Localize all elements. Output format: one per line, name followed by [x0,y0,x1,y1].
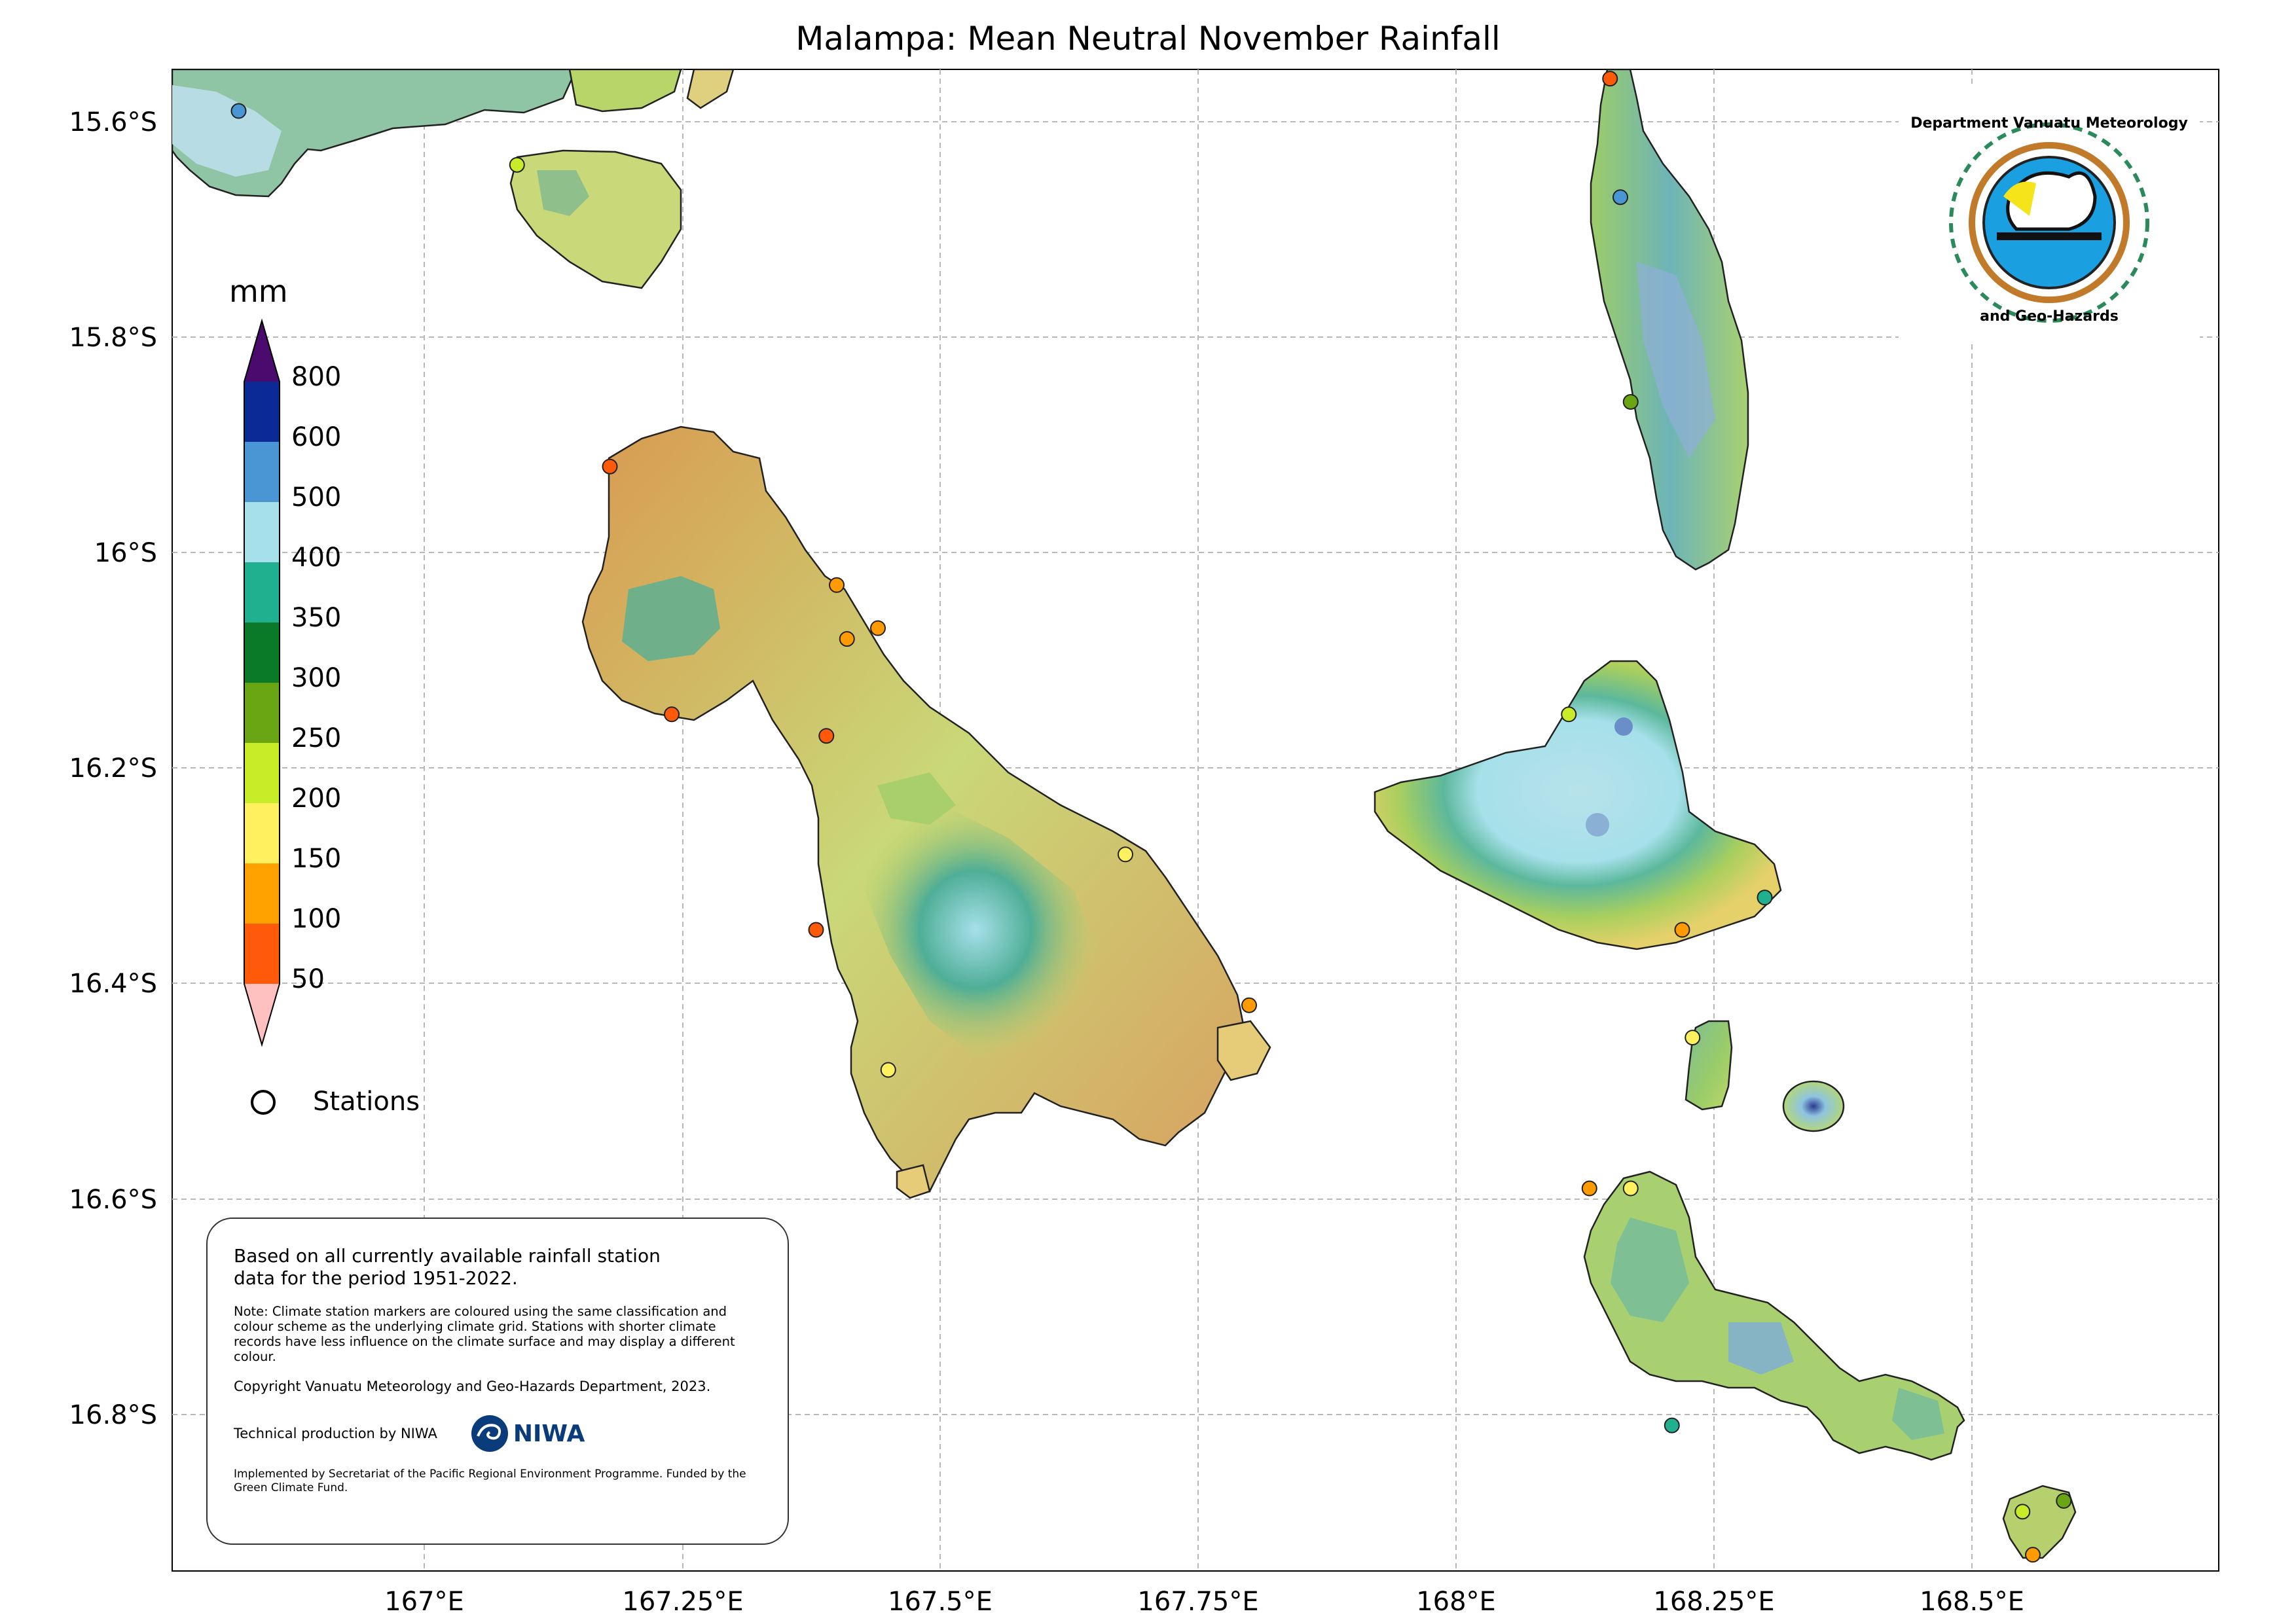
island-santo-light [172,85,282,177]
colorbar-label-200: 200 [291,784,342,814]
logo-text-top: Department Vanuatu Meteorology [1910,115,2188,132]
station-marker-24 [2025,1547,2041,1563]
colorbar-band-100-150 [244,863,280,924]
station-marker-17 [1674,922,1690,938]
colorbar-label-500: 500 [291,482,342,513]
station-marker-9 [664,706,680,723]
colorbar-band-350-400 [244,562,280,623]
map-title: Malampa: Mean Neutral November Rainfall [795,20,1501,58]
island-lopevi [1782,1080,1845,1132]
niwa-logo-text: NIWA [513,1420,585,1447]
island-santo-east [568,69,682,113]
info-implemented: Implemented by Secretariat of the Pacifi… [234,1468,746,1494]
lat-tick-6: 16.8°S [69,1400,157,1430]
lon-tick-6: 168.5°E [1920,1587,2024,1617]
colorbar-max-arrow [244,321,280,382]
island-santo-south [172,69,577,198]
niwa-swirl-icon [471,1415,508,1452]
station-marker-3 [1613,189,1628,206]
lon-tick-3: 167.75°E [1137,1587,1258,1617]
station-marker-21 [1664,1417,1680,1434]
lat-tick-2: 16°S [94,538,157,568]
station-marker-15 [1561,706,1577,723]
islet-e2 [896,1164,931,1199]
department-logo: Department Vanuatu Meteorology and Geo-H… [1899,85,2200,340]
colorbar-band-150-200 [244,803,280,863]
station-marker-7 [839,631,855,647]
info-technical-row: Technical production by NIWA NIWA [234,1414,761,1453]
station-marker-4 [1622,393,1639,410]
info-summary: Based on all currently available rainfal… [234,1245,661,1289]
lat-tick-labels: 15.6°S 15.8°S 16°S 16.2°S 16.4°S 16.6°S … [69,107,157,1430]
colorbar-unit: mm [229,274,288,309]
lon-tick-5: 168.25°E [1653,1587,1774,1617]
station-marker-0 [230,103,247,119]
lat-tick-4: 16.4°S [69,969,157,999]
stations-legend-marker [251,1090,276,1115]
station-marker-2 [1602,71,1618,87]
station-marker-18 [1685,1030,1701,1046]
station-marker-13 [1241,997,1257,1013]
colorbar-band-400-500 [244,502,280,562]
colorbar-min-arrow [244,984,280,1045]
colorbar-label-350: 350 [291,603,342,633]
colorbar-label-400: 400 [291,543,342,573]
station-marker-5 [602,458,618,475]
lat-tick-1: 15.8°S [69,323,157,353]
colorbar-label-150: 150 [291,844,342,874]
lon-tick-0: 167°E [384,1587,464,1617]
lon-tick-1: 167.25°E [622,1587,743,1617]
colorbar-band-300-350 [244,623,280,683]
lat-tick-5: 16.6°S [69,1185,157,1215]
colorbar-label-100: 100 [291,904,342,934]
colorbar-band-500-600 [244,442,280,502]
station-marker-12 [808,922,824,938]
station-marker-22 [2014,1504,2031,1520]
colorbar-label-600: 600 [291,422,342,452]
station-marker-1 [509,156,525,173]
lat-tick-0: 15.6°S [69,107,157,137]
lon-tick-labels: 167°E 167.25°E 167.5°E 167.75°E 168°E 16… [384,1587,2024,1617]
info-copyright: Copyright Vanuatu Meteorology and Geo-Ha… [234,1379,711,1394]
lat-tick-3: 16.2°S [69,753,157,784]
station-markers [230,71,2072,1563]
lon-tick-2: 167.5°E [888,1587,993,1617]
stations-legend-label: Stations [313,1087,420,1117]
colorbar-band-50-100 [244,924,280,984]
island-ambrym [1374,660,1782,950]
station-marker-14 [880,1062,896,1078]
info-technical: Technical production by NIWA [234,1426,437,1441]
info-note: Note: Climate station markers are colour… [234,1304,735,1364]
info-box: Based on all currently available rainfal… [206,1218,789,1545]
colorbar-band-600-800 [244,382,280,442]
station-marker-23 [2056,1492,2072,1509]
station-marker-20 [1622,1180,1639,1197]
station-marker-6 [829,577,845,593]
station-marker-16 [1757,890,1773,906]
island-santo-islet [686,69,735,109]
station-marker-10 [818,728,835,744]
niwa-logo: NIWA [470,1414,585,1453]
colorbar-label-250: 250 [291,723,342,753]
colorbar-band-200-250 [244,743,280,803]
station-marker-19 [1581,1180,1597,1197]
colorbar-label-50: 50 [291,964,325,994]
colorbar-band-250-300 [244,683,280,743]
colorbar-label-300: 300 [291,663,342,693]
lon-tick-4: 168°E [1416,1587,1496,1617]
station-marker-11 [1118,846,1133,863]
colorbar-label-800: 800 [291,362,342,392]
station-marker-8 [870,620,886,636]
colorbar [244,318,280,1047]
islet-e1 [1216,1020,1271,1081]
logo-text-bottom: and Geo-Hazards [1980,308,2119,325]
